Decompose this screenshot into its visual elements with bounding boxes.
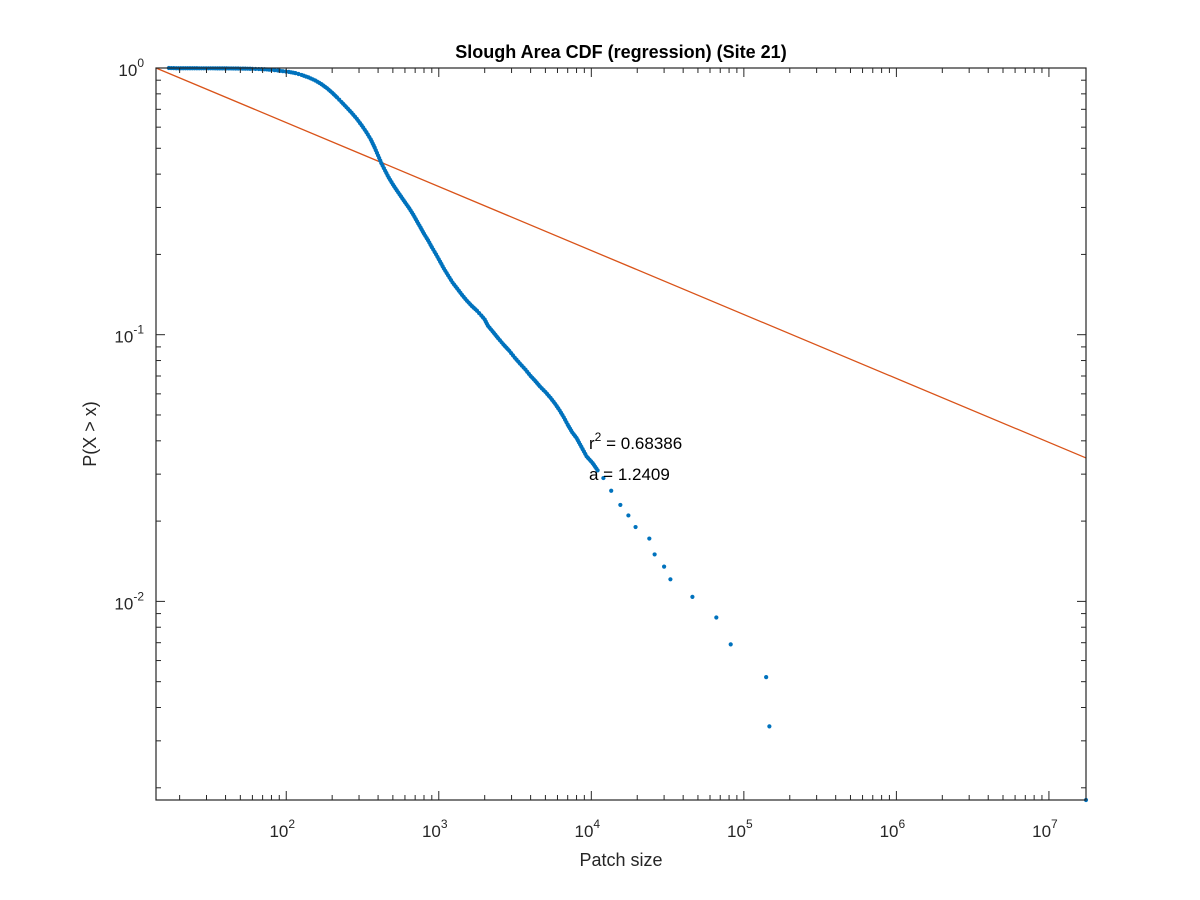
regression-line	[155, 67, 1087, 459]
x-axis-label: Patch size	[579, 850, 662, 870]
data-point	[728, 642, 733, 647]
r-squared-prefix: r	[589, 434, 595, 453]
y-tick-label: 100	[118, 56, 144, 80]
fit-line-layer	[155, 67, 1087, 459]
data-point	[601, 475, 606, 481]
chart-title: Slough Area CDF (regression) (Site 21)	[455, 42, 786, 62]
data-point	[595, 468, 600, 473]
tick-labels-layer: 102 103 104 105 106 107 100 10-1 10-2	[114, 56, 1058, 841]
x-tick-label: 105	[727, 817, 753, 841]
data-point	[633, 524, 638, 530]
data-point	[767, 724, 772, 729]
r-squared-exponent: 2	[595, 430, 602, 444]
data-point	[764, 675, 769, 680]
data-point	[668, 577, 673, 582]
x-tick-label: 106	[880, 817, 906, 841]
data-point	[272, 68, 277, 73]
alpha-annotation: a = 1.2409	[589, 465, 670, 484]
plot-area	[156, 68, 1086, 800]
x-tick-label: 107	[1032, 817, 1058, 841]
data-point	[647, 536, 652, 541]
scatter-points-layer	[166, 65, 1089, 803]
data-point	[690, 594, 695, 599]
r-squared-value: = 0.68386	[601, 434, 682, 453]
y-tick-label: 10-1	[114, 323, 144, 347]
axes-box	[155, 67, 1087, 801]
x-tick-label: 102	[269, 817, 295, 841]
y-tick-label: 10-2	[114, 589, 144, 613]
data-point	[626, 513, 631, 518]
x-tick-label: 103	[422, 817, 448, 841]
data-point	[609, 488, 614, 493]
ticks-layer	[156, 67, 1086, 800]
data-point	[662, 564, 667, 569]
r-squared-annotation: r2 = 0.68386	[589, 430, 682, 453]
data-point	[618, 502, 623, 508]
x-tick-label: 104	[575, 817, 601, 841]
y-axis-label: P(X > x)	[80, 401, 100, 467]
data-point	[714, 615, 719, 620]
data-point	[652, 552, 657, 557]
